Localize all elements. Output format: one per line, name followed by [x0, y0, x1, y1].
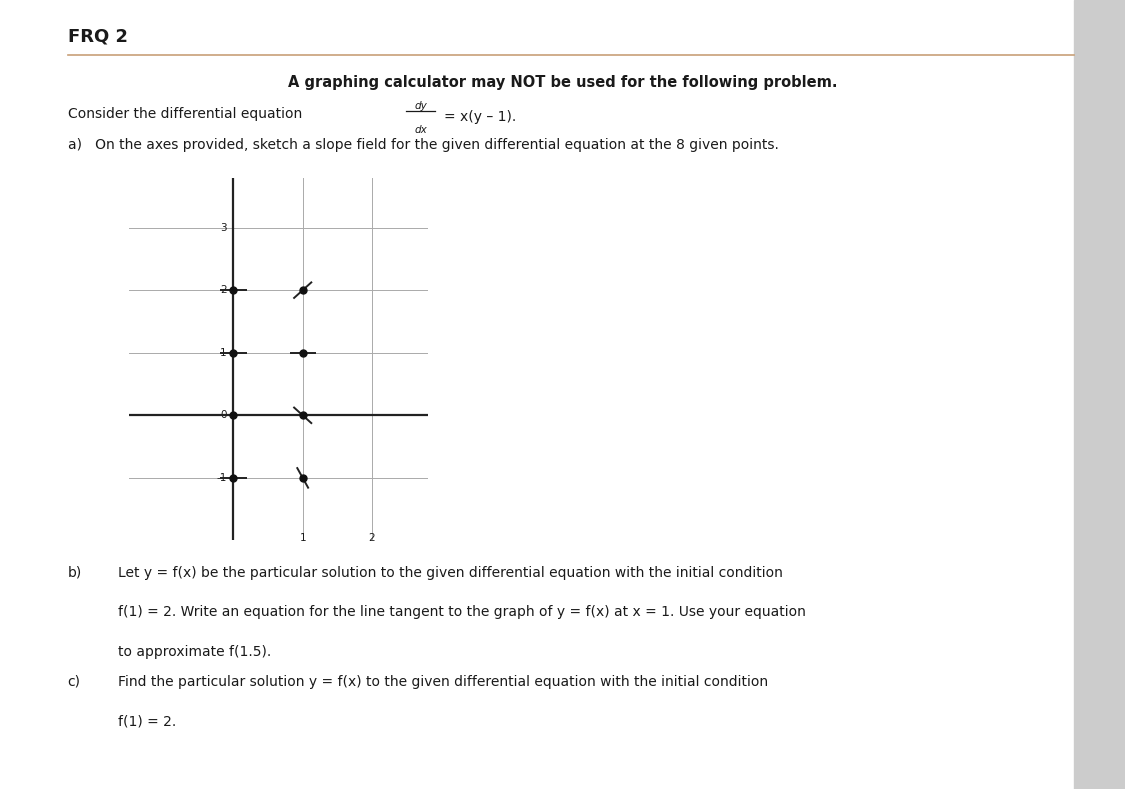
- Bar: [1074, 0, 1125, 789]
- Text: = x(y – 1).: = x(y – 1).: [444, 110, 516, 124]
- Text: dy: dy: [414, 101, 428, 111]
- Text: FRQ 2: FRQ 2: [68, 28, 127, 46]
- Text: Consider the differential equation: Consider the differential equation: [68, 107, 302, 122]
- Text: b): b): [68, 566, 82, 580]
- Text: f(1) = 2. Write an equation for the line tangent to the graph of y = f(x) at x =: f(1) = 2. Write an equation for the line…: [118, 605, 806, 619]
- Text: dx: dx: [414, 125, 428, 136]
- Text: 0: 0: [220, 410, 226, 421]
- Text: A graphing calculator may NOT be used for the following problem.: A graphing calculator may NOT be used fo…: [288, 75, 837, 90]
- Text: 2: 2: [369, 533, 376, 543]
- Text: 1: 1: [219, 348, 226, 357]
- Text: Let y = f(x) be the particular solution to the given differential equation with : Let y = f(x) be the particular solution …: [118, 566, 783, 580]
- Text: -1: -1: [216, 473, 226, 483]
- Text: f(1) = 2.: f(1) = 2.: [118, 714, 177, 728]
- Text: 1: 1: [299, 533, 306, 543]
- Text: a)   On the axes provided, sketch a slope field for the given differential equat: a) On the axes provided, sketch a slope …: [68, 138, 778, 152]
- Text: 3: 3: [219, 222, 226, 233]
- Text: c): c): [68, 675, 81, 689]
- Text: Find the particular solution y = f(x) to the given differential equation with th: Find the particular solution y = f(x) to…: [118, 675, 768, 689]
- Text: to approximate f(1.5).: to approximate f(1.5).: [118, 645, 271, 659]
- Text: 2: 2: [219, 285, 226, 295]
